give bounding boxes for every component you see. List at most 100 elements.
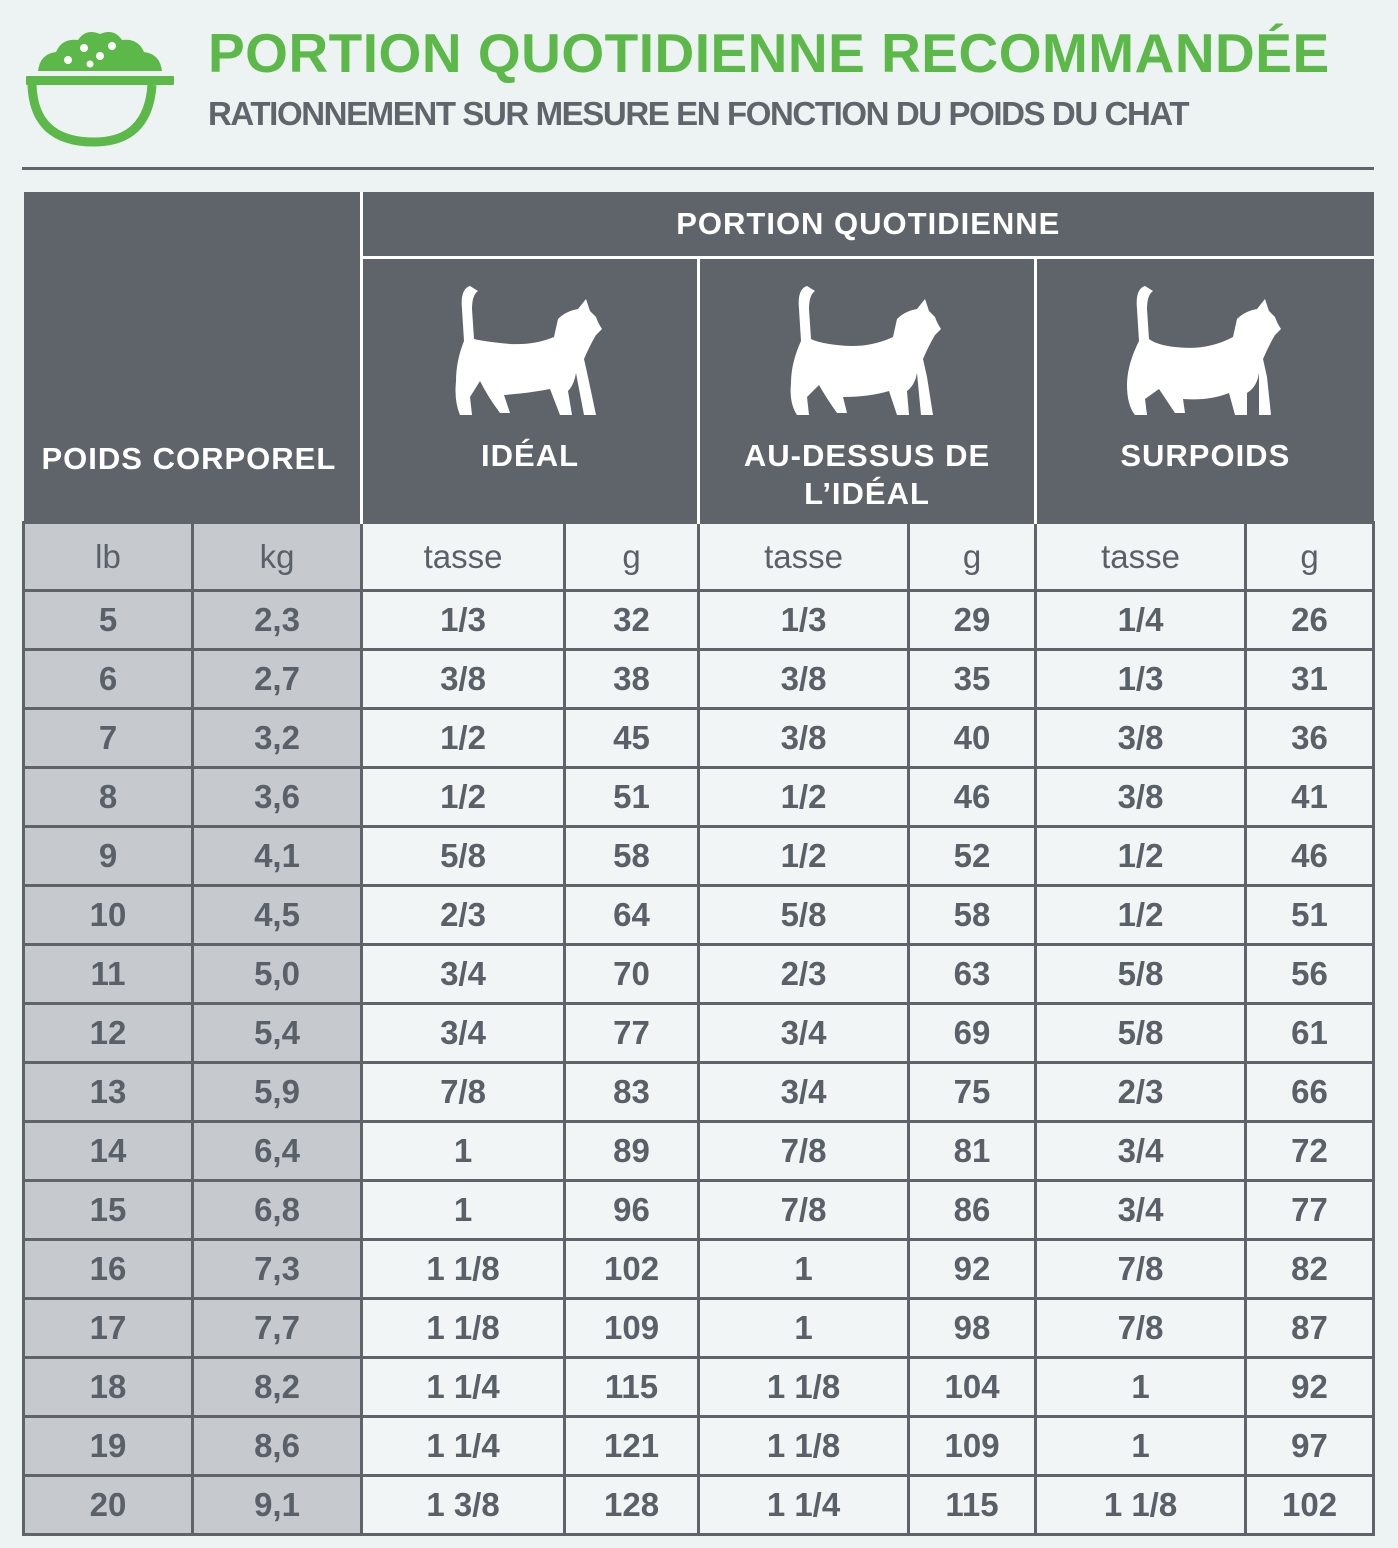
cell-above-ideal-cup: 7/8 (697, 1179, 911, 1241)
cell-ideal-cup: 1/2 (360, 707, 567, 769)
cell-above-ideal-cup: 3/4 (697, 1061, 911, 1123)
cell-overweight-grams: 77 (1244, 1179, 1376, 1241)
cell-ideal-grams: 109 (563, 1297, 701, 1359)
table-row: 16 7,3 1 1/8 102 1 92 7/8 82 (22, 1238, 1376, 1300)
cell-above-ideal-cup: 3/4 (697, 1002, 911, 1064)
cell-ideal-cup: 3/4 (360, 1002, 567, 1064)
cell-overweight-grams: 56 (1244, 943, 1376, 1005)
category-header-above-ideal: AU-DESSUS DE L’IDÉAL (698, 257, 1038, 523)
cell-overweight-grams: 36 (1244, 707, 1376, 769)
cell-ideal-grams: 77 (563, 1002, 701, 1064)
cell-ideal-grams: 70 (563, 943, 701, 1005)
cell-above-ideal-grams: 109 (907, 1415, 1038, 1477)
cell-weight-lb: 16 (22, 1238, 194, 1300)
cell-overweight-cup: 3/4 (1034, 1120, 1248, 1182)
unit-cup-above: tasse (697, 521, 911, 592)
category-header-ideal: IDÉAL (361, 257, 701, 523)
page-subtitle: RATIONNEMENT SUR MESURE EN FONCTION DU P… (208, 95, 1190, 132)
cell-overweight-grams: 61 (1244, 1002, 1376, 1064)
cat-ideal-icon (455, 286, 603, 415)
unit-g-ideal: g (563, 521, 701, 592)
cell-weight-kg: 2,7 (190, 648, 364, 710)
cell-weight-kg: 4,1 (190, 825, 364, 887)
cell-ideal-cup: 3/4 (360, 943, 567, 1005)
cell-overweight-grams: 82 (1244, 1238, 1376, 1300)
category-label-above-ideal: AU-DESSUS DE L’IDÉAL (743, 438, 991, 511)
cell-weight-kg: 9,1 (190, 1474, 364, 1536)
page-title: PORTION QUOTIDIENNE RECOMMANDÉE (208, 22, 1330, 84)
cell-overweight-cup: 1/3 (1034, 648, 1248, 710)
table-row: 20 9,1 1 3/8 128 1 1/4 115 1 1/8 102 (22, 1474, 1376, 1536)
portion-header: PORTION QUOTIDIENNE (361, 192, 1374, 259)
cell-ideal-cup: 1 3/8 (360, 1474, 567, 1536)
page-header: PORTION QUOTIDIENNE RECOMMANDÉE RATIONNE… (0, 0, 1398, 170)
unit-lb: lb (22, 521, 194, 592)
cell-above-ideal-grams: 75 (907, 1061, 1038, 1123)
cell-overweight-grams: 92 (1244, 1356, 1376, 1418)
cell-weight-kg: 8,2 (190, 1356, 364, 1418)
cell-ideal-cup: 5/8 (360, 825, 567, 887)
cell-overweight-grams: 51 (1244, 884, 1376, 946)
table-row: 6 2,7 3/8 38 3/8 35 1/3 31 (22, 648, 1376, 710)
table-row: 9 4,1 5/8 58 1/2 52 1/2 46 (22, 825, 1376, 887)
cell-overweight-grams: 41 (1244, 766, 1376, 828)
cell-ideal-grams: 58 (563, 825, 701, 887)
table-row: 12 5,4 3/4 77 3/4 69 5/8 61 (22, 1002, 1376, 1064)
cell-ideal-cup: 1 1/4 (360, 1356, 567, 1418)
category-header-overweight: SURPOIDS (1035, 257, 1374, 523)
cell-ideal-cup: 1 1/4 (360, 1415, 567, 1477)
cell-overweight-cup: 5/8 (1034, 943, 1248, 1005)
cell-above-ideal-cup: 1 (697, 1297, 911, 1359)
cell-weight-kg: 7,3 (190, 1238, 364, 1300)
cell-above-ideal-grams: 35 (907, 648, 1038, 710)
cell-weight-kg: 7,7 (190, 1297, 364, 1359)
cell-overweight-cup: 7/8 (1034, 1297, 1248, 1359)
table-row: 7 3,2 1/2 45 3/8 40 3/8 36 (22, 707, 1376, 769)
cell-above-ideal-grams: 81 (907, 1120, 1038, 1182)
cell-ideal-cup: 1/3 (360, 589, 567, 651)
cell-above-ideal-cup: 1 1/8 (697, 1415, 911, 1477)
cell-above-ideal-grams: 40 (907, 707, 1038, 769)
cell-overweight-cup: 1/4 (1034, 589, 1248, 651)
unit-cup-over: tasse (1034, 521, 1248, 592)
cell-weight-lb: 11 (22, 943, 194, 1005)
cell-weight-lb: 5 (22, 589, 194, 651)
cell-above-ideal-cup: 1 (697, 1238, 911, 1300)
cell-overweight-cup: 3/4 (1034, 1179, 1248, 1241)
cell-above-ideal-grams: 29 (907, 589, 1038, 651)
cell-ideal-grams: 32 (563, 589, 701, 651)
table-row: 18 8,2 1 1/4 115 1 1/8 104 1 92 (22, 1356, 1376, 1418)
cell-above-ideal-grams: 104 (907, 1356, 1038, 1418)
cell-weight-lb: 14 (22, 1120, 194, 1182)
cell-above-ideal-grams: 52 (907, 825, 1038, 887)
cell-ideal-grams: 51 (563, 766, 701, 828)
unit-kg: kg (190, 521, 364, 592)
cell-above-ideal-cup: 3/8 (697, 648, 911, 710)
feeding-table: POIDS CORPOREL PORTION QUOTIDIENNE IDÉAL… (22, 192, 1376, 1536)
cell-ideal-grams: 121 (563, 1415, 701, 1477)
cat-overweight-icon (1127, 286, 1282, 415)
cell-overweight-cup: 1/2 (1034, 825, 1248, 887)
cell-overweight-cup: 3/8 (1034, 707, 1248, 769)
cell-overweight-grams: 87 (1244, 1297, 1376, 1359)
cell-ideal-cup: 1 1/8 (360, 1297, 567, 1359)
table-row: 5 2,3 1/3 32 1/3 29 1/4 26 (22, 589, 1376, 651)
cell-above-ideal-grams: 92 (907, 1238, 1038, 1300)
header-divider (22, 167, 1374, 170)
cell-weight-lb: 19 (22, 1415, 194, 1477)
table-row: 11 5,0 3/4 70 2/3 63 5/8 56 (22, 943, 1376, 1005)
table-row: 13 5,9 7/8 83 3/4 75 2/3 66 (22, 1061, 1376, 1123)
cell-above-ideal-grams: 58 (907, 884, 1038, 946)
cell-weight-lb: 12 (22, 1002, 194, 1064)
cell-overweight-grams: 102 (1244, 1474, 1376, 1536)
cell-above-ideal-cup: 1 1/8 (697, 1356, 911, 1418)
cell-above-ideal-cup: 1/3 (697, 589, 911, 651)
cell-weight-kg: 5,0 (190, 943, 364, 1005)
cell-above-ideal-grams: 115 (907, 1474, 1038, 1536)
cell-ideal-cup: 3/8 (360, 648, 567, 710)
cell-weight-lb: 9 (22, 825, 194, 887)
cell-ideal-cup: 2/3 (360, 884, 567, 946)
cell-ideal-cup: 1 (360, 1120, 567, 1182)
cell-weight-lb: 20 (22, 1474, 194, 1536)
weight-header: POIDS CORPOREL (23, 192, 364, 523)
